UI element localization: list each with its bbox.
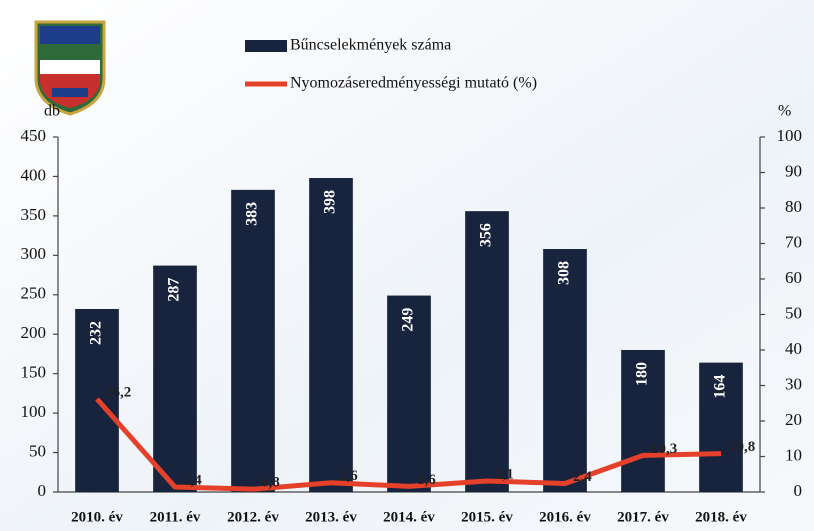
bar-value-label: 287 [166,278,183,302]
y2-tick-label: 100 [777,126,803,145]
y-tick-label: 250 [21,284,47,303]
legend-label: Bűncselekmények száma [290,37,451,54]
legend-swatch [245,40,287,52]
bar [309,178,353,492]
x-tick-label: 2018. év [695,509,747,525]
y2-tick-label: 60 [785,268,802,287]
y2-axis-label: % [778,103,791,120]
bar-value-label: 232 [88,321,105,345]
bar-value-label: 356 [478,223,495,247]
bar-value-label: 398 [322,190,339,214]
bar [231,190,275,492]
y-tick-label: 400 [21,165,47,184]
bar-value-label: 249 [400,308,417,332]
bar-value-label: 180 [634,362,651,386]
y2-tick-label: 50 [785,303,802,322]
y2-tick-label: 90 [785,161,802,180]
line-value-label: 26,2 [105,384,131,400]
y2-tick-label: 80 [785,197,802,216]
y2-tick-label: 10 [785,445,802,464]
y2-tick-label: 30 [785,374,802,393]
chart: db % Bűncselekmények száma Nyomozáseredmé… [0,0,814,531]
bar-value-label: 308 [556,261,573,285]
y-tick-label: 100 [21,402,47,421]
y-tick-label: 150 [21,363,47,382]
line-value-label: 1,6 [417,472,436,488]
line-value-label: 10,8 [729,439,755,455]
x-tick-label: 2012. év [227,509,279,525]
y-tick-label: 350 [21,205,47,224]
bar [465,211,509,492]
y2-tick-label: 20 [785,410,802,429]
y2-tick-label: 70 [785,232,802,251]
y-axis-label: db [44,103,60,120]
x-tick-label: 2011. év [150,509,201,525]
bar-value-label: 383 [244,202,261,226]
x-tick-label: 2010. év [71,509,123,525]
legend-label: Nyomozáseredményességi mutató (%) [290,75,537,92]
line-value-label: 2,4 [573,469,592,485]
x-tick-label: 2017. év [617,509,669,525]
line-value-label: 10,3 [651,441,677,457]
logo [36,22,104,114]
y-tick-label: 450 [21,126,47,145]
x-tick-label: 2015. év [461,509,513,525]
x-tick-label: 2014. év [383,509,435,525]
line-value-label: 0,8 [261,475,280,491]
line-value-label: 3,1 [495,466,514,482]
x-tick-label: 2013. év [305,509,357,525]
y2-tick-label: 40 [785,339,802,358]
y-tick-label: 0 [38,481,47,500]
y-tick-label: 50 [29,441,46,460]
y-tick-label: 300 [21,244,47,263]
x-tick-label: 2016. év [539,509,591,525]
line-value-label: 1,4 [183,472,202,488]
bar-value-label: 164 [712,375,729,399]
y-tick-label: 200 [21,323,47,342]
y2-tick-label: 0 [794,481,803,500]
line-value-label: 2,6 [339,468,358,484]
